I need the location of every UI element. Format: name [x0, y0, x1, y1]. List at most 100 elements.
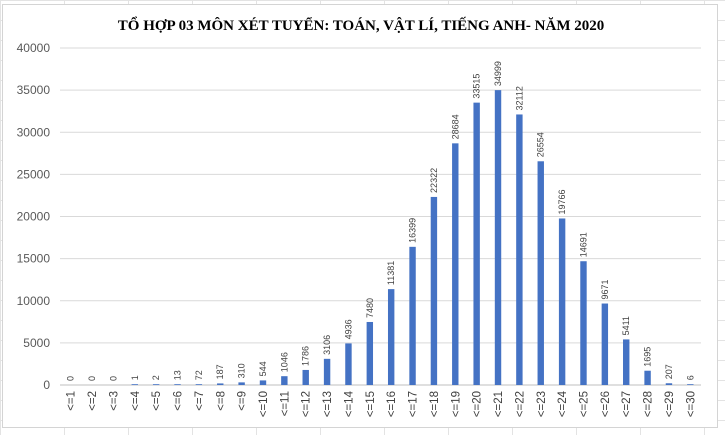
x-tick-label: <=5 [151, 391, 163, 411]
data-label: 3106 [322, 335, 332, 355]
bar [195, 384, 203, 385]
data-label: 2 [151, 375, 161, 380]
bar-series [131, 90, 694, 386]
x-tick-label: <=3 [108, 391, 120, 411]
bar [259, 380, 267, 385]
x-tick-label: <=23 [536, 391, 548, 417]
bar [430, 196, 438, 385]
data-label: 19766 [557, 189, 567, 214]
data-label: 0 [108, 376, 118, 381]
bar [387, 289, 395, 385]
y-axis: 0 5000 10000 15000 20000 25000 30000 35000 40000 [17, 41, 51, 392]
bar [537, 161, 544, 385]
chart-title: TỔ HỢP 03 MÔN XÉT TUYỂN: TOÁN, VẬT LÍ, T… [118, 16, 604, 34]
data-label: 26554 [536, 132, 546, 157]
data-label: 72 [194, 370, 204, 380]
data-label: 16399 [408, 218, 418, 243]
x-tick-label: <=17 [408, 391, 420, 417]
bar [601, 303, 609, 385]
x-tick-label: <=8 [215, 391, 227, 411]
data-label: 34999 [493, 61, 503, 86]
x-tick-label: <=1 [66, 391, 78, 411]
y-tick-label: 5000 [23, 336, 50, 350]
y-tick-label: 15000 [17, 252, 51, 266]
bar [580, 261, 587, 385]
y-tick-label: 35000 [17, 83, 51, 97]
data-label: 22322 [429, 168, 439, 193]
y-tick-label: 30000 [17, 125, 51, 139]
x-tick-label: <=14 [343, 390, 355, 417]
bar [302, 369, 309, 385]
bar [281, 376, 288, 385]
bar-chart: TỔ HỢP 03 MÔN XÉT TUYỂN: TOÁN, VẬT LÍ, T… [17, 16, 701, 417]
bar [665, 383, 673, 385]
data-label: 1046 [279, 352, 289, 372]
bar [516, 114, 523, 386]
x-tick-label: <=2 [87, 391, 99, 411]
bar [494, 90, 502, 385]
x-tick-label: <=30 [685, 391, 697, 417]
x-tick-label: <=21 [493, 391, 505, 417]
y-tick-label: 0 [43, 378, 50, 392]
data-label: 9671 [600, 279, 610, 299]
data-label: 6 [685, 375, 695, 380]
y-tick-label: 20000 [17, 210, 51, 224]
bar [131, 384, 138, 385]
x-tick-label: <=16 [386, 391, 398, 417]
x-tick-label: <=15 [365, 391, 377, 417]
data-labels: 0 0 0 1 2 13 72 187 310 544 1046 1786 3106 4936 7480 11… [66, 61, 696, 381]
data-label: 11381 [386, 261, 396, 285]
bar [452, 143, 459, 385]
data-label: 187 [215, 364, 225, 379]
x-tick-label: <=20 [472, 391, 484, 417]
data-label: 32112 [514, 86, 524, 110]
data-label: 544 [258, 361, 268, 376]
x-tick-label: <=28 [643, 391, 655, 417]
data-label: 13 [173, 370, 183, 380]
data-label: 4936 [343, 319, 353, 339]
bar [345, 343, 352, 385]
y-tick-label: 40000 [17, 41, 51, 55]
y-tick-label: 10000 [17, 294, 51, 308]
bar [174, 384, 181, 385]
x-tick-label: <=24 [557, 390, 569, 417]
x-tick-label: <=12 [301, 391, 313, 417]
data-label: 28684 [450, 114, 460, 139]
x-tick-label: <=26 [600, 391, 612, 417]
data-label: 1786 [301, 346, 311, 366]
x-tick-label: <=29 [664, 391, 676, 417]
x-tick-label: <=19 [450, 391, 462, 417]
data-label: 7480 [365, 298, 375, 318]
bar [238, 382, 245, 385]
x-tick-label: <=10 [258, 391, 270, 417]
bar [366, 321, 374, 385]
x-tick-label: <=25 [578, 391, 590, 417]
gridlines [60, 47, 701, 386]
bar [644, 370, 651, 385]
bar [217, 383, 224, 385]
bar [152, 384, 160, 385]
y-tick-label: 25000 [17, 167, 51, 181]
data-label: 310 [237, 363, 247, 378]
bar [409, 246, 416, 385]
x-tick-label: <=22 [514, 391, 526, 417]
data-label: 1695 [643, 347, 653, 367]
x-axis: <=1 <=2 <=3 <=4 <=5 <=6 <=7 <=8 <=9 <=10 <=11 <=12 <… [66, 390, 698, 417]
x-tick-label: <=11 [279, 391, 291, 416]
data-label: 33515 [472, 74, 482, 99]
x-tick-label: <=7 [194, 391, 206, 411]
data-label: 0 [66, 376, 76, 381]
x-tick-label: <=13 [322, 391, 334, 417]
data-label: 207 [664, 364, 674, 379]
x-tick-label: <=18 [429, 391, 441, 417]
x-tick-label: <=9 [237, 391, 249, 411]
bar [623, 339, 630, 385]
data-label: 5411 [621, 316, 631, 335]
bar [687, 384, 694, 385]
data-label: 14691 [578, 232, 588, 257]
x-tick-label: <=4 [130, 390, 142, 410]
bar [558, 218, 566, 385]
data-label: 0 [87, 376, 97, 381]
chart-area[interactable]: TỔ HỢP 03 MÔN XÉT TUYỂN: TOÁN, VẬT LÍ, T… [2, 4, 718, 428]
x-tick-label: <=27 [621, 391, 633, 417]
